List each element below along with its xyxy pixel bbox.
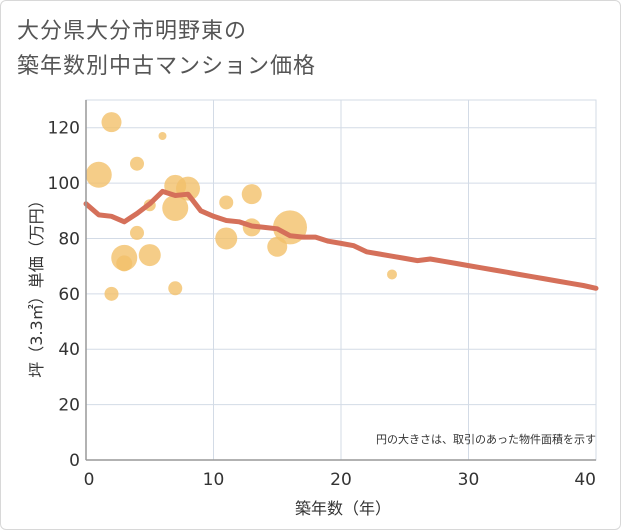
bubble-point — [387, 269, 397, 280]
x-tick-label: 30 — [458, 470, 480, 490]
bubble-point — [101, 112, 122, 133]
y-tick-labels: 0 20 40 60 80 100 120 — [48, 119, 80, 471]
y-tick-label: 0 — [69, 451, 80, 471]
bubble-point — [85, 161, 112, 188]
chart-title-line-2: 築年数別中古マンション価格 — [17, 54, 317, 79]
y-tick-label: 20 — [58, 396, 80, 416]
x-tick-labels: 0 10 20 30 40 — [84, 470, 596, 490]
y-tick-label: 120 — [48, 119, 80, 139]
x-tick-label: 0 — [84, 470, 95, 490]
grid-lines — [85, 99, 597, 461]
bubble-point — [158, 132, 167, 140]
trend-series — [83, 188, 599, 291]
bubble-point — [241, 184, 262, 205]
y-tick-label: 100 — [48, 174, 80, 194]
bubble-point — [130, 156, 144, 171]
bubble-point — [138, 244, 161, 267]
x-tick-label: 10 — [203, 470, 225, 490]
chart-title: 大分県大分市明野東の 築年数別中古マンション価格 — [17, 14, 316, 84]
bubble-series — [85, 112, 397, 301]
y-axis-title: 坪（3.3㎡）単価（万円） — [27, 192, 46, 377]
bubble-point — [215, 227, 238, 250]
chart-title-line-1: 大分県大分市明野東の — [17, 19, 248, 44]
axes — [85, 100, 596, 461]
bubble-size-note: 円の大きさは、取引のあった物件面積を示す — [376, 432, 596, 446]
bubble-point — [116, 255, 133, 272]
y-tick-label: 40 — [58, 340, 80, 360]
y-tick-label: 60 — [58, 285, 80, 305]
bubble-point — [219, 195, 234, 210]
x-axis-title: 築年数（年） — [295, 499, 391, 518]
x-tick-label: 20 — [330, 470, 352, 490]
bubble-point — [162, 195, 189, 221]
y-tick-label: 80 — [58, 229, 80, 249]
bubble-point — [130, 225, 144, 240]
trend-line — [83, 188, 599, 291]
bubble-point — [168, 281, 183, 296]
bubble-point — [104, 286, 119, 301]
x-tick-label: 40 — [574, 470, 596, 490]
